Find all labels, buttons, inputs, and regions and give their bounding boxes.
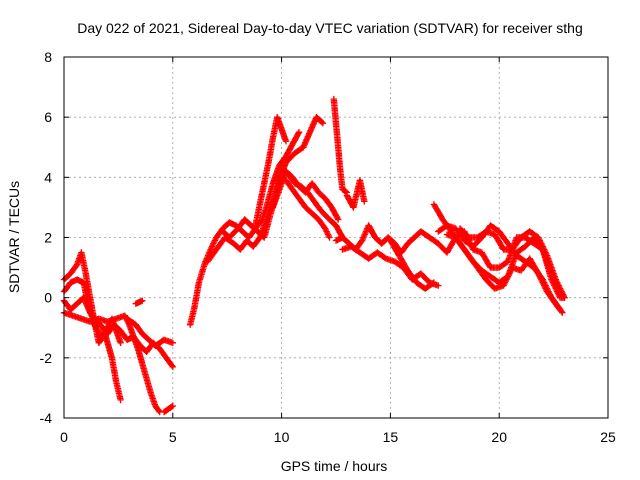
data-series <box>60 95 568 416</box>
y-tick-label: 0 <box>44 290 52 306</box>
x-tick-label: 5 <box>169 429 177 445</box>
y-tick-label: -4 <box>40 410 53 426</box>
series-arc-17 <box>343 177 368 211</box>
series-arc-6 <box>132 297 146 307</box>
series-arc-12 <box>269 168 342 223</box>
x-tick-label: 10 <box>274 429 290 445</box>
series-arc-18 <box>387 237 438 292</box>
series-arc-7 <box>160 402 176 416</box>
series-arc-3 <box>60 294 124 404</box>
x-tick-label: 25 <box>600 429 616 445</box>
grid <box>64 57 608 418</box>
y-tick-label: 2 <box>44 230 52 246</box>
series-arc-2 <box>60 276 176 371</box>
x-tick-label: 15 <box>383 429 399 445</box>
y-tick-label: 4 <box>44 169 52 185</box>
x-tick-label: 0 <box>60 429 68 445</box>
axis-ticks: 0 5 10 15 20 25 -4 -2 0 2 4 6 8 <box>40 49 616 445</box>
y-tick-label: 6 <box>44 109 52 125</box>
series-arc-5 <box>123 315 176 349</box>
x-tick-label: 20 <box>491 429 507 445</box>
series-arc-11 <box>252 114 290 229</box>
series-arc-14 <box>330 95 351 196</box>
series-arc-13 <box>282 177 333 241</box>
x-axis-label: GPS time / hours <box>281 458 388 474</box>
series-arc-8 <box>187 129 303 328</box>
series-arc-16 <box>339 243 442 289</box>
chart-title: Day 022 of 2021, Sidereal Day-to-day VTE… <box>77 20 583 36</box>
y-axis-label: SDTVAR / TECUs <box>6 181 22 293</box>
y-tick-label: -2 <box>40 350 53 366</box>
series-arc-22 <box>456 225 568 301</box>
y-tick-label: 8 <box>44 49 52 65</box>
